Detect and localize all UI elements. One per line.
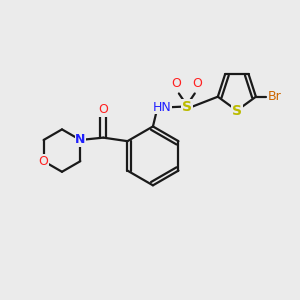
Text: S: S [182,100,192,114]
Text: N: N [75,134,86,146]
Text: O: O [39,155,49,168]
Text: HN: HN [152,101,171,114]
Text: O: O [172,77,182,90]
Text: O: O [192,77,202,90]
Text: S: S [232,103,242,118]
Text: O: O [98,103,108,116]
Text: Br: Br [267,90,281,103]
